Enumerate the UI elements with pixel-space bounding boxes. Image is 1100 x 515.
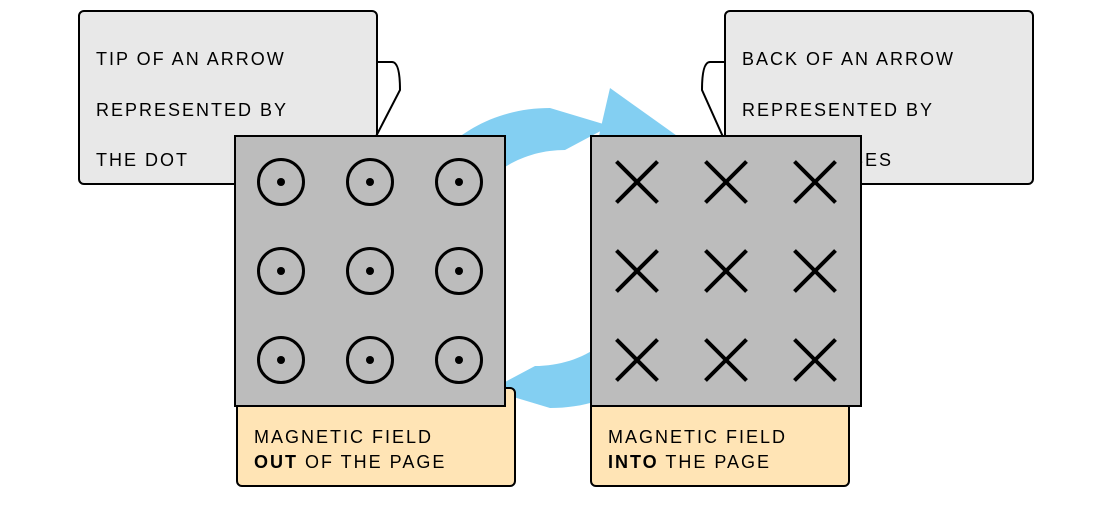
callout-bold: INTO <box>608 452 659 472</box>
callout-text: MAGNETIC FIELD <box>608 427 787 447</box>
dot-symbol <box>257 247 305 295</box>
callout-text: BACK OF AN ARROW <box>742 49 955 69</box>
cross-symbol <box>614 248 660 294</box>
cross-symbol <box>792 248 838 294</box>
cross-symbol <box>792 337 838 383</box>
cross-symbol <box>703 337 749 383</box>
cross-symbol <box>614 159 660 205</box>
callout-text: MAGNETIC FIELD <box>254 427 433 447</box>
callout-text: TIP OF AN ARROW <box>96 49 286 69</box>
cross-symbol <box>614 337 660 383</box>
cross-symbol <box>703 248 749 294</box>
callout-text: OF THE PAGE <box>298 452 446 472</box>
dot-symbol <box>435 158 483 206</box>
callout-text: REPRESENTED BY <box>742 100 934 120</box>
dot-symbol <box>346 247 394 295</box>
dot-symbol <box>435 336 483 384</box>
dot-symbol <box>346 336 394 384</box>
callout-bold: OUT <box>254 452 298 472</box>
dot-symbol <box>257 336 305 384</box>
dot-symbol <box>346 158 394 206</box>
dot-symbol <box>257 158 305 206</box>
cross-symbol <box>792 159 838 205</box>
panel-field-into <box>590 135 862 407</box>
callout-text: THE DOT <box>96 150 189 170</box>
panel-field-out <box>234 135 506 407</box>
cross-symbol <box>703 159 749 205</box>
callout-text: THE PAGE <box>659 452 771 472</box>
callout-text: REPRESENTED BY <box>96 100 288 120</box>
dot-symbol <box>435 247 483 295</box>
